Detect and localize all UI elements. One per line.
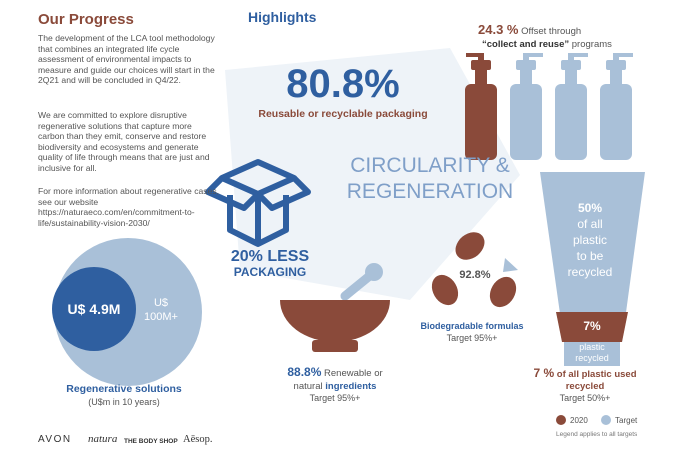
brand: natura [88, 433, 118, 445]
plastic-caption: 7 % of all plastic used [533, 366, 636, 380]
center-title: REGENERATION [347, 180, 513, 203]
tube-current: 7% [583, 319, 601, 333]
renewable-text: Renewable or [324, 368, 383, 379]
legend-label: Target [615, 416, 638, 425]
tube-text: recycled [568, 265, 613, 279]
mortar-bowl [280, 300, 390, 342]
plastic-caption: recycled [566, 381, 605, 392]
regenerative-unit: (U$m in 10 years) [88, 397, 160, 407]
paragraph: We are committed to explore disruptive r… [38, 110, 210, 173]
box-icon [205, 159, 311, 247]
tube-band [556, 312, 628, 342]
legend-swatch [601, 415, 611, 425]
less-packaging: PACKAGING [234, 265, 306, 279]
pestle-head [365, 263, 383, 281]
bottle-target [510, 53, 633, 160]
center-title: CIRCULARITY & [350, 154, 509, 177]
renewable-line: natural ingredients [294, 381, 377, 392]
background-blob [225, 48, 520, 300]
regenerative-label: Regenerative solutions [66, 383, 182, 395]
tube [540, 172, 645, 342]
leaves-icon [431, 232, 517, 308]
target-value: 100M+ [144, 311, 178, 323]
brand: Aēsop. [183, 434, 212, 445]
current-value: U$ 4.9M [68, 301, 121, 317]
mortar-base [312, 340, 358, 352]
offset-line: “collect and reuse” programs [482, 39, 612, 50]
biodegradable-value: 92.8% [459, 269, 490, 281]
biodegradable-target: Target 95%+ [447, 333, 498, 343]
offset-value: 24.3 % [478, 22, 519, 37]
legend-note: Legend applies to all targets [556, 431, 638, 438]
reusable-label: Reusable or recyclable packaging [258, 108, 427, 120]
highlights-title: Highlights [248, 9, 317, 25]
target-value: U$ [154, 297, 168, 309]
tube-text: 50% [578, 201, 602, 215]
renewable-line: 88.8% Renewable or [287, 365, 382, 379]
renewable-bold: ingredients [325, 381, 376, 392]
offset-bold: “collect and reuse” [482, 39, 569, 50]
offset-text: Offset through [521, 26, 581, 37]
biodegradable-label: Biodegradable formulas [420, 321, 523, 331]
offset-text: programs [572, 39, 612, 50]
paragraph: For more information about regenerative … [38, 186, 220, 228]
less-packaging: 20% LESS [231, 248, 310, 265]
paragraph: The development of the LCA tool methodol… [38, 33, 215, 86]
offset-line: 24.3 % Offset through [478, 22, 581, 37]
leaf-arrow [503, 258, 518, 272]
brand: AVON [38, 434, 72, 445]
brand: THE BODY SHOP [124, 438, 178, 445]
tube-cap [564, 342, 620, 366]
tube-text: of all [577, 217, 602, 231]
renewable-target: Target 95%+ [310, 393, 361, 403]
legend-label: 2020 [570, 416, 588, 425]
current-bubble [52, 267, 136, 351]
legend-swatch [556, 415, 566, 425]
tube-text: plastic [573, 233, 607, 247]
plastic-caption-text: of all plastic used [557, 369, 637, 380]
plastic-target: Target 50%+ [560, 393, 611, 403]
tube-text: to be [577, 249, 604, 263]
tube-current: recycled [575, 353, 609, 363]
bottle-2020 [465, 53, 497, 160]
progress-title: Our Progress [38, 11, 134, 28]
reusable-value: 80.8% [286, 62, 399, 106]
renewable-value: 88.8% [287, 365, 321, 379]
plastic-caption-value: 7 % [533, 366, 554, 380]
renewable-text: natural [294, 381, 323, 392]
tube-current: plastic [579, 342, 605, 352]
